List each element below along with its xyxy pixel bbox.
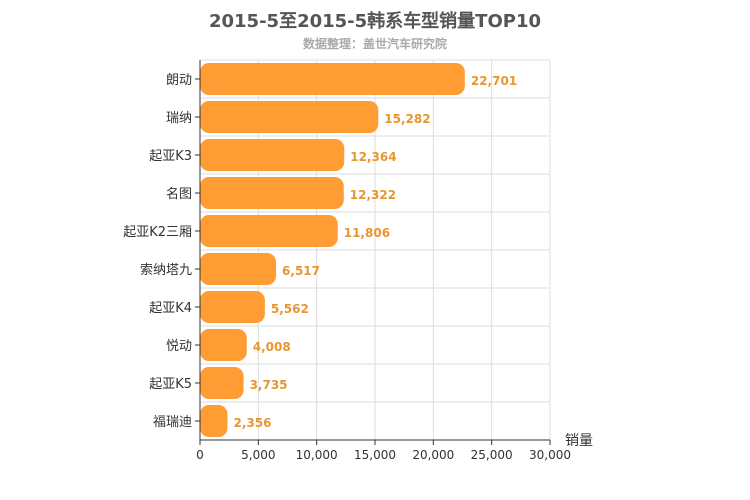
category-label: 起亚K3 — [149, 149, 192, 164]
data-label: 12,364 — [350, 150, 396, 164]
chart-title: 2015-5至2015-5韩系车型销量TOP10 — [208, 11, 541, 32]
data-label: 3,735 — [250, 378, 288, 392]
bar — [200, 367, 244, 399]
data-label: 6,517 — [282, 264, 320, 278]
grid-layer — [199, 59, 551, 441]
x-axis-title: 销量 — [565, 433, 593, 449]
bar — [200, 101, 379, 133]
category-label: 起亚K2三厢 — [123, 225, 192, 240]
bar — [200, 329, 247, 361]
category-label: 起亚K4 — [149, 301, 192, 316]
data-label: 12,322 — [350, 188, 396, 202]
category-label: 悦动 — [166, 339, 192, 354]
data-label: 4,008 — [253, 340, 291, 354]
bar — [200, 63, 465, 95]
data-label: 5,562 — [271, 302, 309, 316]
category-label: 朗动 — [166, 73, 192, 88]
category-label: 福瑞迪 — [153, 415, 192, 430]
data-label: 11,806 — [344, 226, 390, 240]
x-tick-label: 20,000 — [412, 448, 454, 462]
bar-layer — [200, 63, 465, 437]
bar — [200, 215, 338, 247]
category-label: 名图 — [166, 186, 192, 202]
x-tick-label: 5,000 — [241, 448, 275, 462]
bar — [200, 253, 277, 285]
bar — [200, 405, 228, 437]
bar — [200, 291, 265, 323]
x-tick-label: 10,000 — [296, 448, 338, 462]
x-tick-label: 30,000 — [529, 448, 571, 462]
x-tick-label: 0 — [196, 448, 204, 462]
label-layer: 朗动 22,701 瑞纳 15,282 起亚K3 12,364 名图 12,322 起亚K2三厢… — [123, 73, 593, 462]
data-label: 2,356 — [233, 416, 271, 430]
bar — [200, 139, 345, 171]
x-tick-label: 15,000 — [354, 448, 396, 462]
bar — [200, 177, 344, 209]
chart-subtitle: 数据整理：盖世汽车研究院 — [302, 37, 447, 51]
category-label: 瑞纳 — [166, 111, 192, 126]
axis-layer — [195, 60, 551, 445]
category-label: 起亚K5 — [149, 377, 192, 392]
x-tick-label: 25,000 — [471, 448, 513, 462]
category-label: 索纳塔九 — [140, 263, 192, 278]
data-label: 15,282 — [384, 112, 430, 126]
data-label: 22,701 — [471, 74, 517, 88]
